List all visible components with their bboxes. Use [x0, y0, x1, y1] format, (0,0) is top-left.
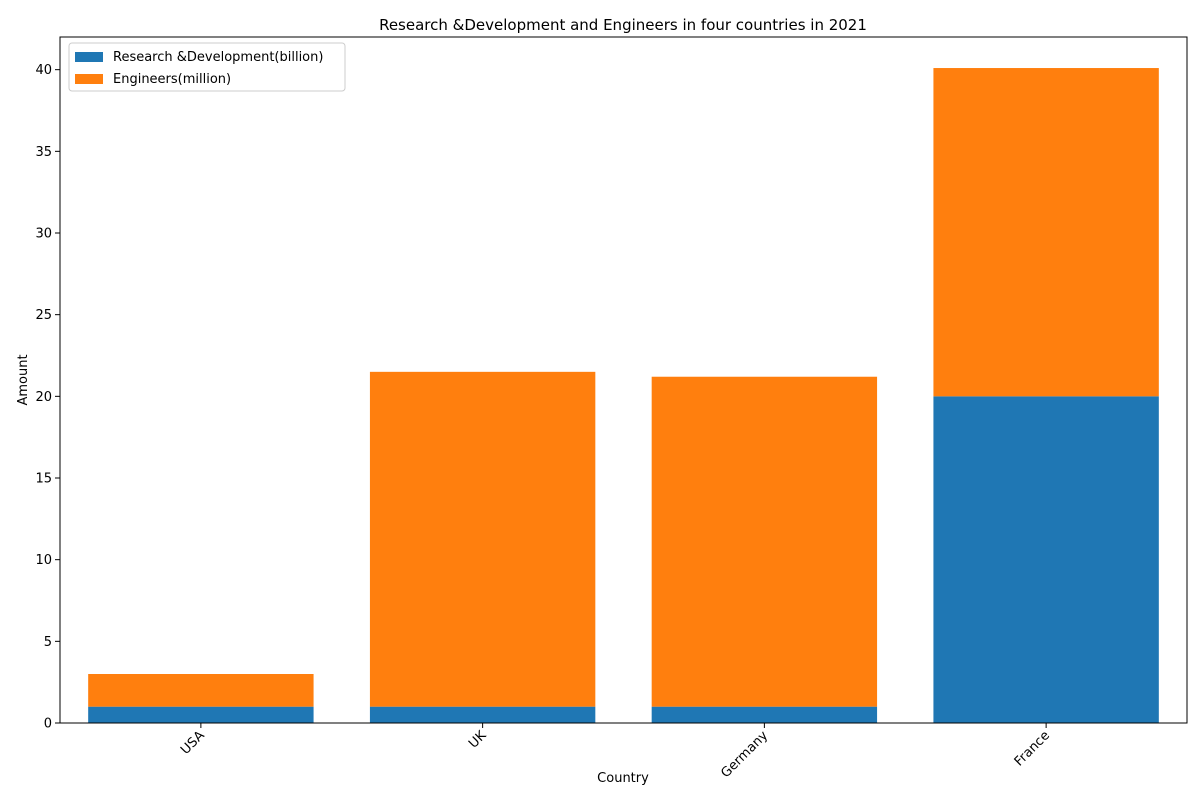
y-tick-label: 25 [35, 308, 52, 323]
legend-box [68, 42, 346, 92]
x-axis-label: Country [597, 771, 649, 786]
bar-france-series-1 [933, 68, 1159, 397]
legend-label: Engineers(million) [113, 72, 231, 87]
plot-frame [59, 36, 1188, 724]
legend-swatch [75, 52, 103, 62]
y-axis-label: Amount [16, 354, 31, 405]
bar-germany-series-1 [651, 376, 878, 707]
bar-germany-series-0 [651, 706, 878, 723]
y-tick-label: 35 [35, 145, 52, 160]
chart-title: Research &Development and Engineers in f… [379, 16, 867, 34]
y-tick-label: 30 [35, 227, 52, 242]
y-tick-label: 20 [35, 390, 52, 405]
bar-france-series-0 [933, 396, 1159, 723]
plot-area [88, 68, 1159, 723]
bar-uk-series-0 [369, 706, 596, 723]
y-tick-label: 5 [44, 635, 52, 650]
x-tick-label: USA [178, 728, 208, 758]
y-tick-label: 10 [35, 553, 52, 568]
y-tick-label: 40 [35, 63, 52, 78]
x-tick-label: France [1012, 728, 1053, 769]
bar-uk-series-1 [369, 371, 596, 707]
legend: Research &Development(billion) Engineers(… [68, 42, 346, 92]
y-tick-label: 15 [35, 472, 52, 487]
x-tick-label: UK [466, 728, 490, 752]
bar-usa-series-0 [88, 706, 314, 723]
legend-label: Research &Development(billion) [113, 50, 323, 65]
y-tick-label: 0 [44, 717, 52, 732]
y-axis: 0 5 10 15 20 25 30 35 40 [35, 63, 60, 732]
bar-usa-series-1 [88, 674, 314, 707]
legend-swatch [75, 74, 103, 84]
x-tick-label: Germany [718, 728, 771, 781]
